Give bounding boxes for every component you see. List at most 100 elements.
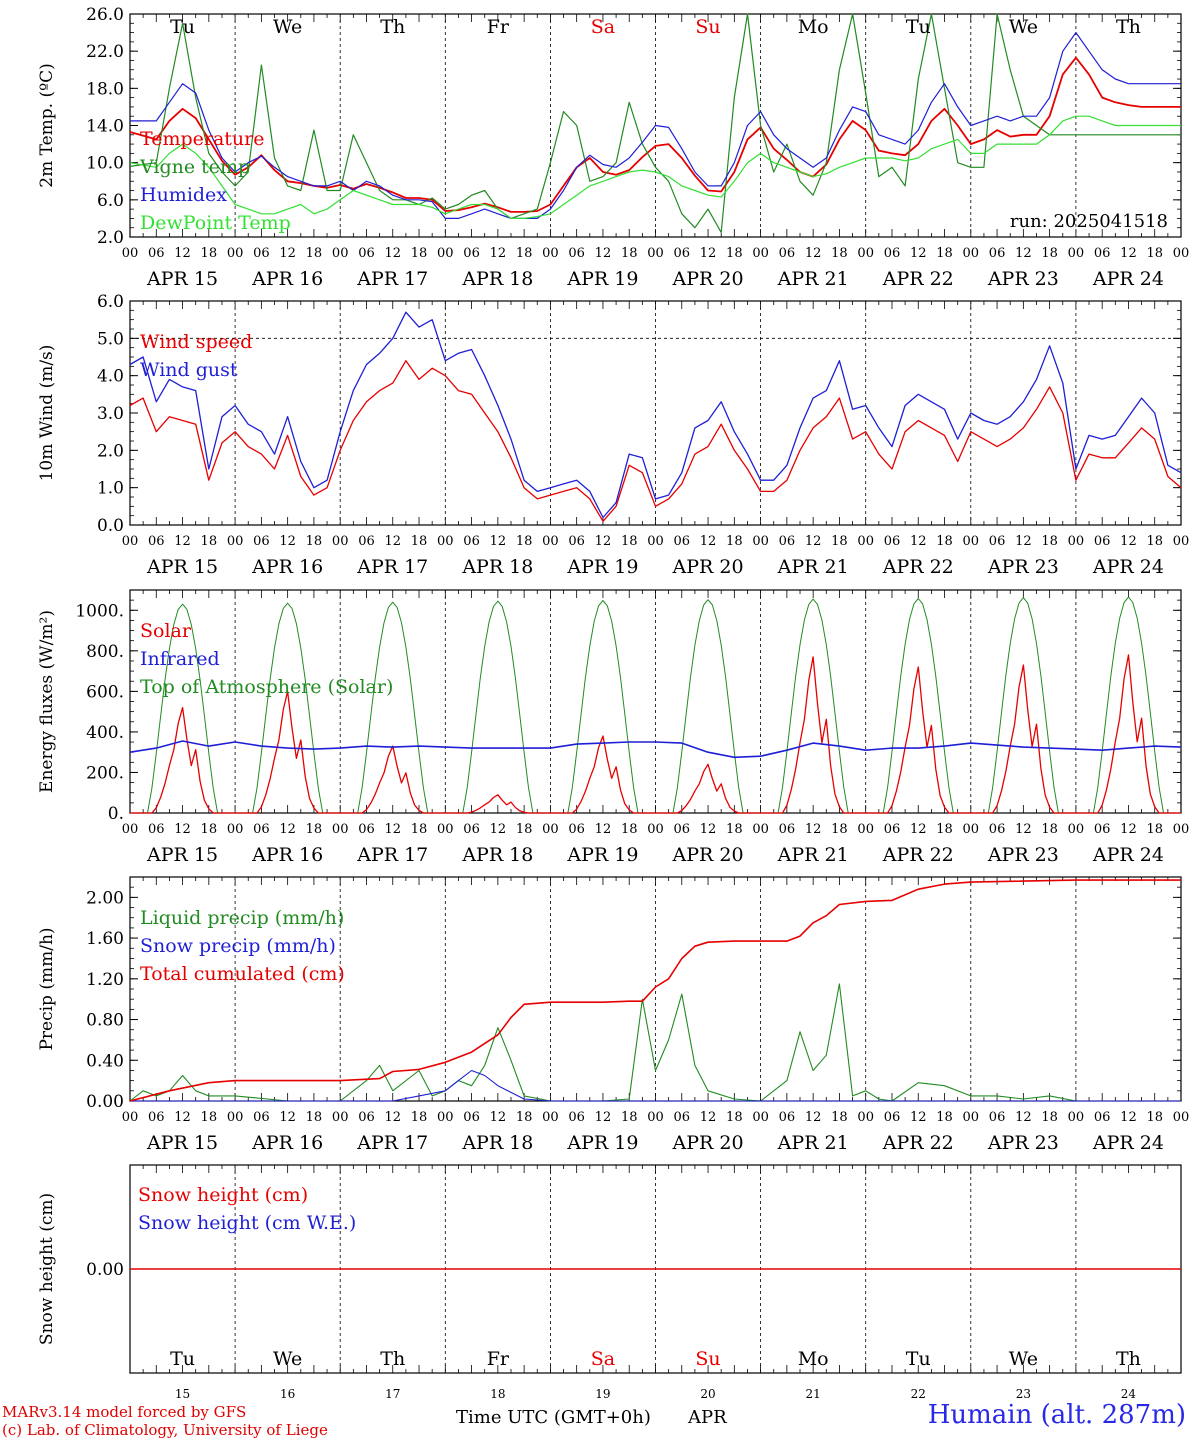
hour-tick-label: 06 [884,1110,901,1125]
hour-tick-label: 00 [647,822,664,837]
y-tick-label: 1.60 [86,929,124,949]
hour-tick-label: 18 [411,534,428,549]
legend-entry: DewPoint Temp [140,212,291,234]
hour-tick-label: 00 [437,246,454,261]
hour-tick-label: 00 [122,534,139,549]
hour-tick-label: 12 [490,1110,507,1125]
hour-tick-label: 18 [621,534,638,549]
hour-tick-label: 18 [936,1110,953,1125]
legend-entry: Solar [140,620,192,642]
hour-tick-label: 12 [595,246,612,261]
hour-tick-label: 12 [700,534,717,549]
hour-tick-label: 06 [674,822,691,837]
day-number-label: 16 [280,1387,295,1401]
date-label: APR 17 [356,1132,428,1154]
hour-tick-label: 18 [201,822,218,837]
hour-tick-label: 06 [884,534,901,549]
legend-entry: Top of Atmosphere (Solar) [140,676,393,698]
hour-tick-label: 12 [384,822,401,837]
date-label: APR 16 [251,556,323,578]
model-credit: MARv3.14 model forced by GFS [2,1403,247,1421]
hour-tick-label: 12 [1120,1110,1137,1125]
series-line-infrared [129,740,1182,759]
hour-tick-label: 18 [201,534,218,549]
hour-tick-label: 18 [516,822,533,837]
hour-tick-label: 06 [1094,1110,1111,1125]
hour-tick-label: 00 [1068,534,1085,549]
hour-tick-label: 18 [411,246,428,261]
legend-entry: Snow precip (mm/h) [140,935,336,957]
hour-tick-label: 12 [910,822,927,837]
hour-tick-label: 06 [358,246,375,261]
date-label: APR 19 [566,1132,638,1154]
day-number-label: 15 [175,1387,190,1401]
hour-tick-label: 12 [174,822,191,837]
y-tick-label: 4.0 [97,367,124,387]
weekday-label: Th [380,16,405,38]
hour-tick-label: 12 [174,1110,191,1125]
y-axis-label: 10m Wind (m/s) [37,345,57,482]
hour-tick-label: 18 [726,1110,743,1125]
time-axis-title: Time UTC (GMT+0h) [456,1407,651,1428]
hour-tick-label: 18 [621,1110,638,1125]
hour-tick-label: 18 [726,822,743,837]
hour-tick-label: 06 [358,534,375,549]
y-tick-label: 2.0 [97,441,124,461]
y-tick-label: 1000. [75,601,124,621]
date-label: APR 22 [882,1132,954,1154]
hour-tick-label: 12 [490,822,507,837]
panel-frame [129,300,1182,526]
station-name: Humain (alt. 287m) [927,1400,1186,1430]
hour-tick-label: 00 [857,822,874,837]
date-label: APR 23 [987,268,1059,290]
date-label: APR 18 [461,844,533,866]
date-label: APR 20 [672,556,744,578]
hour-tick-label: 00 [1173,534,1190,549]
hour-tick-label: 12 [700,1110,717,1125]
hour-tick-label: 00 [332,534,349,549]
hour-tick-label: 00 [647,534,664,549]
hour-tick-label: 06 [568,534,585,549]
hour-tick-label: 12 [1015,1110,1032,1125]
hour-tick-label: 06 [253,1110,270,1125]
legend-entry: Wind gust [140,359,238,381]
hour-tick-label: 06 [463,1110,480,1125]
date-label: APR 19 [566,556,638,578]
hour-tick-label: 18 [1146,246,1163,261]
date-label: APR 19 [566,844,638,866]
series-line-dewpoint-temp [129,115,1181,219]
hour-tick-label: 06 [989,1110,1006,1125]
y-tick-label: 0.0 [97,516,124,536]
hour-tick-label: 12 [279,246,296,261]
date-label: APR 23 [987,556,1059,578]
hour-tick-label: 12 [1120,534,1137,549]
run-label: run: 2025041518 [1010,211,1168,232]
hour-tick-label: 00 [332,246,349,261]
hour-tick-label: 06 [989,822,1006,837]
hour-tick-label: 06 [253,822,270,837]
hour-tick-label: 00 [437,822,454,837]
hour-tick-label: 12 [174,246,191,261]
hour-tick-label: 12 [910,534,927,549]
y-axis-label: 2m Temp. (ºC) [37,63,57,188]
hour-tick-label: 06 [674,246,691,261]
hour-tick-label: 18 [831,822,848,837]
y-tick-label: 1.0 [97,479,124,499]
hour-tick-label: 18 [306,1110,323,1125]
date-label: APR 22 [882,844,954,866]
date-label: APR 18 [461,268,533,290]
date-label: APR 17 [356,556,428,578]
hour-tick-label: 12 [384,534,401,549]
date-label: APR 20 [672,844,744,866]
hour-tick-label: 06 [358,1110,375,1125]
date-label: APR 16 [251,268,323,290]
hour-tick-label: 12 [490,534,507,549]
hour-tick-label: 18 [201,246,218,261]
hour-tick-label: 06 [989,246,1006,261]
hour-tick-label: 12 [384,1110,401,1125]
date-label: APR 18 [461,556,533,578]
hour-tick-label: 00 [437,534,454,549]
hour-tick-label: 00 [1173,1110,1190,1125]
hour-tick-label: 00 [1068,1110,1085,1125]
hour-tick-label: 18 [1146,822,1163,837]
